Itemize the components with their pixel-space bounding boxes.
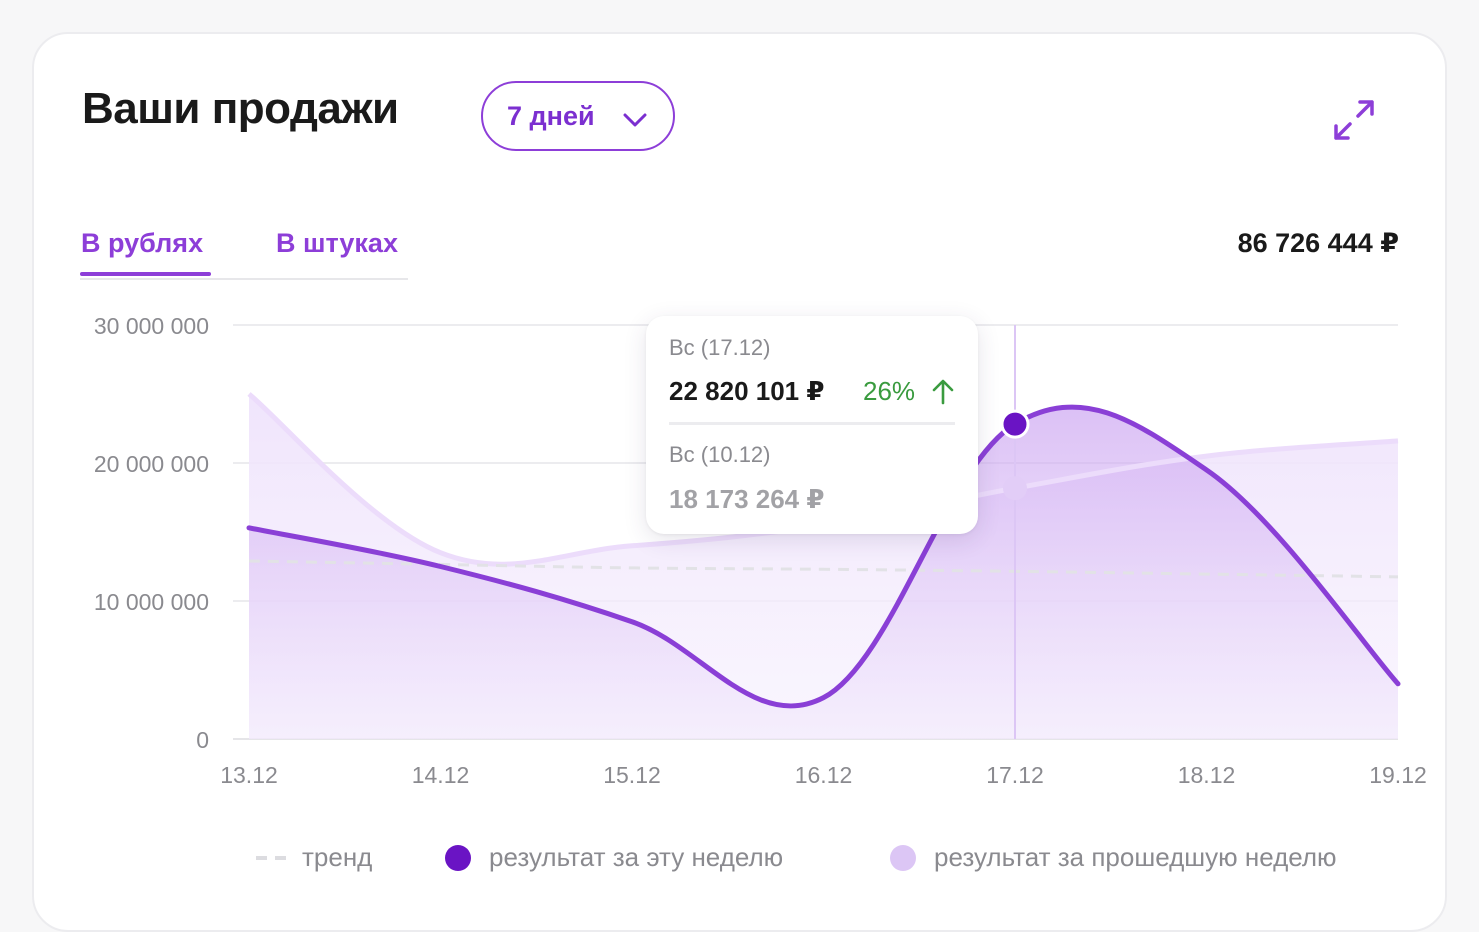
tooltip-change-percent: 26%	[863, 376, 916, 406]
legend-trend[interactable]: тренд	[256, 842, 372, 873]
tooltip-current-day: Вс (17.12)	[669, 335, 771, 360]
x-tick-label: 19.12	[1369, 762, 1427, 788]
expand-arrows-icon[interactable]	[1330, 96, 1378, 144]
y-tick-label: 30 000 000	[94, 313, 209, 339]
tab-rubles[interactable]: В рублях	[81, 228, 204, 258]
y-tick-label: 20 000 000	[94, 451, 209, 477]
chart-tooltip: Вс (17.12) 22 820 101 ₽ 26% Вс (10.12) 1…	[646, 316, 978, 534]
x-tick-label: 17.12	[986, 762, 1044, 788]
tooltip-previous-value: 18 173 264 ₽	[669, 484, 825, 514]
chevron-down-icon	[623, 113, 647, 127]
tab-pieces[interactable]: В штуках	[276, 228, 398, 258]
x-tick-label: 14.12	[412, 762, 470, 788]
tooltip-current-value: 22 820 101 ₽	[669, 376, 825, 406]
y-tick-label: 0	[196, 727, 209, 753]
last-week-dot-icon	[890, 844, 916, 871]
page-title: Ваши продажи	[82, 84, 399, 133]
active-tab-indicator	[80, 272, 211, 276]
this-week-dot-icon	[445, 844, 471, 871]
last-week-point[interactable]	[1003, 476, 1027, 501]
total-sales-value: 86 726 444 ₽	[1237, 228, 1399, 258]
x-tick-label: 18.12	[1178, 762, 1236, 788]
legend-last-week[interactable]: результат за прошедшую неделю	[890, 842, 1337, 873]
this-week-line	[246, 404, 1401, 709]
x-tick-label: 16.12	[795, 762, 853, 788]
period-select[interactable]: 7 дней	[481, 81, 675, 151]
legend-last-week-label: результат за прошедшую неделю	[934, 842, 1337, 872]
this-week-point[interactable]	[1000, 409, 1030, 439]
trend-dash-icon	[256, 855, 286, 860]
x-tick-label: 13.12	[220, 762, 278, 788]
legend-trend-label: тренд	[302, 842, 373, 872]
legend-this-week-label: результат за эту неделю	[489, 842, 784, 872]
tooltip-divider	[669, 422, 955, 425]
this-week-area	[249, 407, 1398, 739]
y-tick-label: 10 000 000	[94, 589, 209, 615]
period-select-label: 7 дней	[507, 100, 595, 131]
arrow-up-icon	[932, 379, 954, 405]
x-tick-label: 15.12	[603, 762, 661, 788]
tooltip-previous-day: Вс (10.12)	[669, 442, 771, 467]
legend-this-week[interactable]: результат за эту неделю	[445, 842, 783, 873]
unit-tabs: В рублях В штуках	[80, 222, 408, 280]
